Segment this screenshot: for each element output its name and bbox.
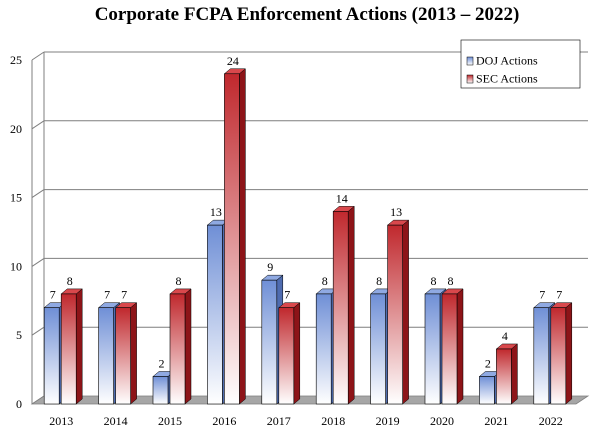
bar-sec — [550, 307, 567, 405]
x-tick-label: 2019 — [376, 414, 400, 428]
bar-doj — [479, 376, 495, 405]
bar-side — [184, 288, 192, 405]
x-tick-label: 2014 — [104, 414, 128, 428]
data-label: 8 — [67, 274, 73, 288]
data-label: 2 — [485, 356, 491, 370]
bar-doj — [533, 307, 550, 405]
legend-swatch-doj — [466, 56, 474, 66]
data-label: 24 — [227, 54, 239, 68]
legend-swatch-sec — [466, 74, 474, 84]
bar-doj — [370, 293, 386, 405]
bar-sec — [60, 293, 77, 405]
bar-doj — [43, 307, 60, 405]
legend-label-sec: SEC Actions — [476, 72, 538, 86]
y-tick-label: 0 — [16, 397, 22, 411]
wall-gridline — [31, 326, 45, 336]
data-label: 8 — [322, 274, 328, 288]
bar-doj — [98, 307, 114, 405]
bar-side — [75, 288, 83, 405]
bar-doj — [315, 293, 332, 405]
bar-side — [239, 68, 246, 405]
bar-doj — [424, 293, 441, 405]
data-label: 8 — [448, 274, 454, 288]
legend: DOJ Actions SEC Actions — [460, 39, 581, 89]
bar-sec — [496, 348, 512, 405]
bar-side — [402, 219, 409, 405]
data-label: 7 — [556, 288, 562, 302]
y-tick-label: 15 — [10, 191, 22, 205]
bar-side — [293, 302, 301, 405]
data-label: 7 — [50, 288, 56, 302]
x-tick-label: 2017 — [267, 414, 291, 428]
x-tick-label: 2022 — [539, 414, 563, 428]
bar-sec — [332, 211, 349, 405]
bar-sec — [278, 307, 295, 405]
y-tick-label: 5 — [16, 328, 22, 342]
data-label: 7 — [104, 288, 110, 302]
data-label: 7 — [121, 288, 127, 302]
bar-doj — [207, 224, 223, 405]
data-label: 8 — [376, 274, 382, 288]
data-label: 7 — [539, 288, 545, 302]
wall-gridline — [31, 51, 45, 61]
x-tick-label: 2013 — [49, 414, 73, 428]
bar-doj — [261, 279, 278, 405]
bar-side — [130, 302, 137, 405]
y-tick-label: 10 — [10, 259, 22, 273]
bar-sec — [169, 293, 186, 405]
bar-side — [511, 343, 518, 405]
wall-gridline — [31, 120, 45, 130]
data-label: 13 — [210, 205, 222, 219]
bar-sec — [224, 73, 240, 405]
data-label: 9 — [267, 260, 273, 274]
data-label: 2 — [159, 356, 165, 370]
wall-gridline — [31, 189, 45, 199]
data-label: 14 — [336, 191, 348, 205]
x-tick-label: 2021 — [484, 414, 508, 428]
data-label: 8 — [431, 274, 437, 288]
bar-side — [565, 302, 573, 405]
bar-side — [347, 205, 355, 405]
bar-sec — [441, 293, 458, 405]
bar-doj — [152, 376, 169, 405]
data-label: 13 — [390, 205, 402, 219]
legend-label-doj: DOJ Actions — [476, 54, 538, 68]
x-tick-label: 2015 — [158, 414, 182, 428]
data-label: 8 — [176, 274, 182, 288]
y-tick-label: 25 — [10, 53, 22, 67]
data-label: 7 — [284, 288, 290, 302]
x-tick-label: 2016 — [212, 414, 236, 428]
chart-title: Corporate FCPA Enforcement Actions (2013… — [94, 4, 520, 25]
bar-sec — [115, 307, 131, 405]
x-tick-label: 2020 — [430, 414, 454, 428]
bar-sec — [387, 224, 403, 405]
bar-side — [456, 288, 464, 405]
x-tick-label: 2018 — [321, 414, 345, 428]
wall-gridline — [31, 257, 45, 267]
y-tick-label: 20 — [10, 122, 22, 136]
data-label: 4 — [502, 329, 508, 343]
